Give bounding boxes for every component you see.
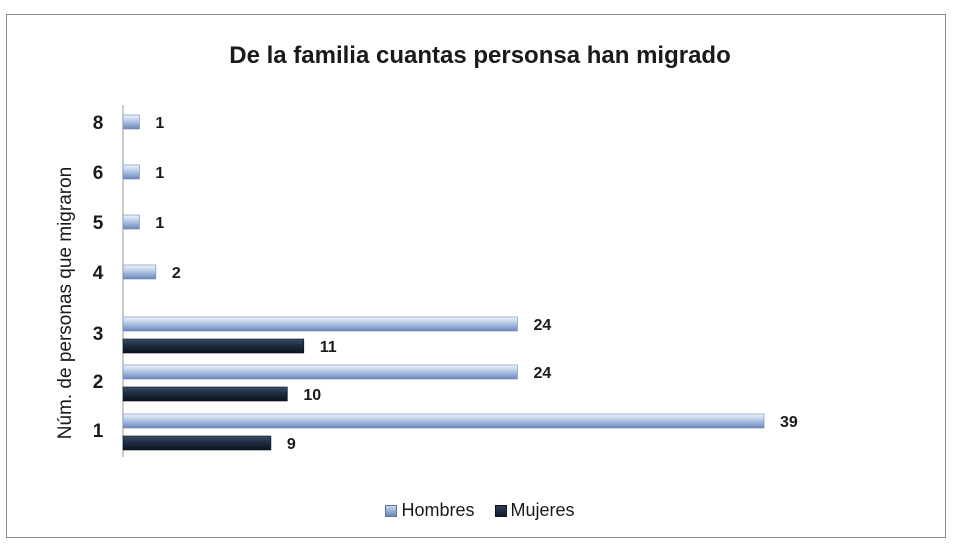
- chart-frame: [6, 14, 946, 538]
- legend: Hombres Mujeres: [0, 500, 960, 521]
- bar-hombres-2: [122, 364, 518, 380]
- bars-group: 1 39 9 2 24 10 3 24 11 4 2 5 1 6 1 8 1: [93, 113, 798, 453]
- legend-item-mujeres: Mujeres: [494, 500, 575, 521]
- legend-item-hombres: Hombres: [385, 500, 475, 521]
- data-label-mujeres-3: 11: [320, 339, 337, 356]
- bar-mujeres-1: [122, 435, 272, 451]
- chart-title: De la familia cuantas personsa han migra…: [229, 42, 731, 69]
- bar-mujeres-2: [122, 386, 288, 402]
- data-label-mujeres-1: 9: [287, 436, 296, 453]
- category-label-5: 5: [93, 213, 104, 234]
- category-label-8: 8: [93, 113, 104, 134]
- category-label-3: 3: [93, 324, 104, 345]
- category-label-4: 4: [93, 263, 104, 284]
- legend-label-mujeres: Mujeres: [510, 500, 575, 520]
- bar-hombres-5: [122, 214, 140, 230]
- bar-hombres-3: [122, 316, 518, 332]
- bar-hombres-1: [122, 413, 765, 429]
- data-label-hombres-1: 39: [780, 414, 798, 431]
- data-label-hombres-4: 2: [172, 265, 181, 282]
- bar-mujeres-3: [122, 338, 305, 354]
- category-label-6: 6: [93, 163, 104, 184]
- data-label-hombres-5: 1: [155, 215, 164, 232]
- bar-hombres-8: [122, 114, 140, 130]
- legend-swatch-hombres: [385, 504, 398, 517]
- category-label-2: 2: [93, 372, 104, 393]
- data-label-hombres-2: 24: [533, 365, 551, 382]
- bar-hombres-6: [122, 164, 140, 180]
- legend-label-hombres: Hombres: [401, 500, 475, 520]
- legend-swatch-mujeres: [494, 504, 507, 517]
- data-label-hombres-3: 24: [533, 317, 551, 334]
- data-label-hombres-6: 1: [155, 165, 164, 182]
- data-label-hombres-8: 1: [155, 115, 164, 132]
- data-label-mujeres-2: 10: [303, 387, 321, 404]
- category-label-1: 1: [93, 421, 104, 442]
- bar-hombres-4: [122, 264, 157, 280]
